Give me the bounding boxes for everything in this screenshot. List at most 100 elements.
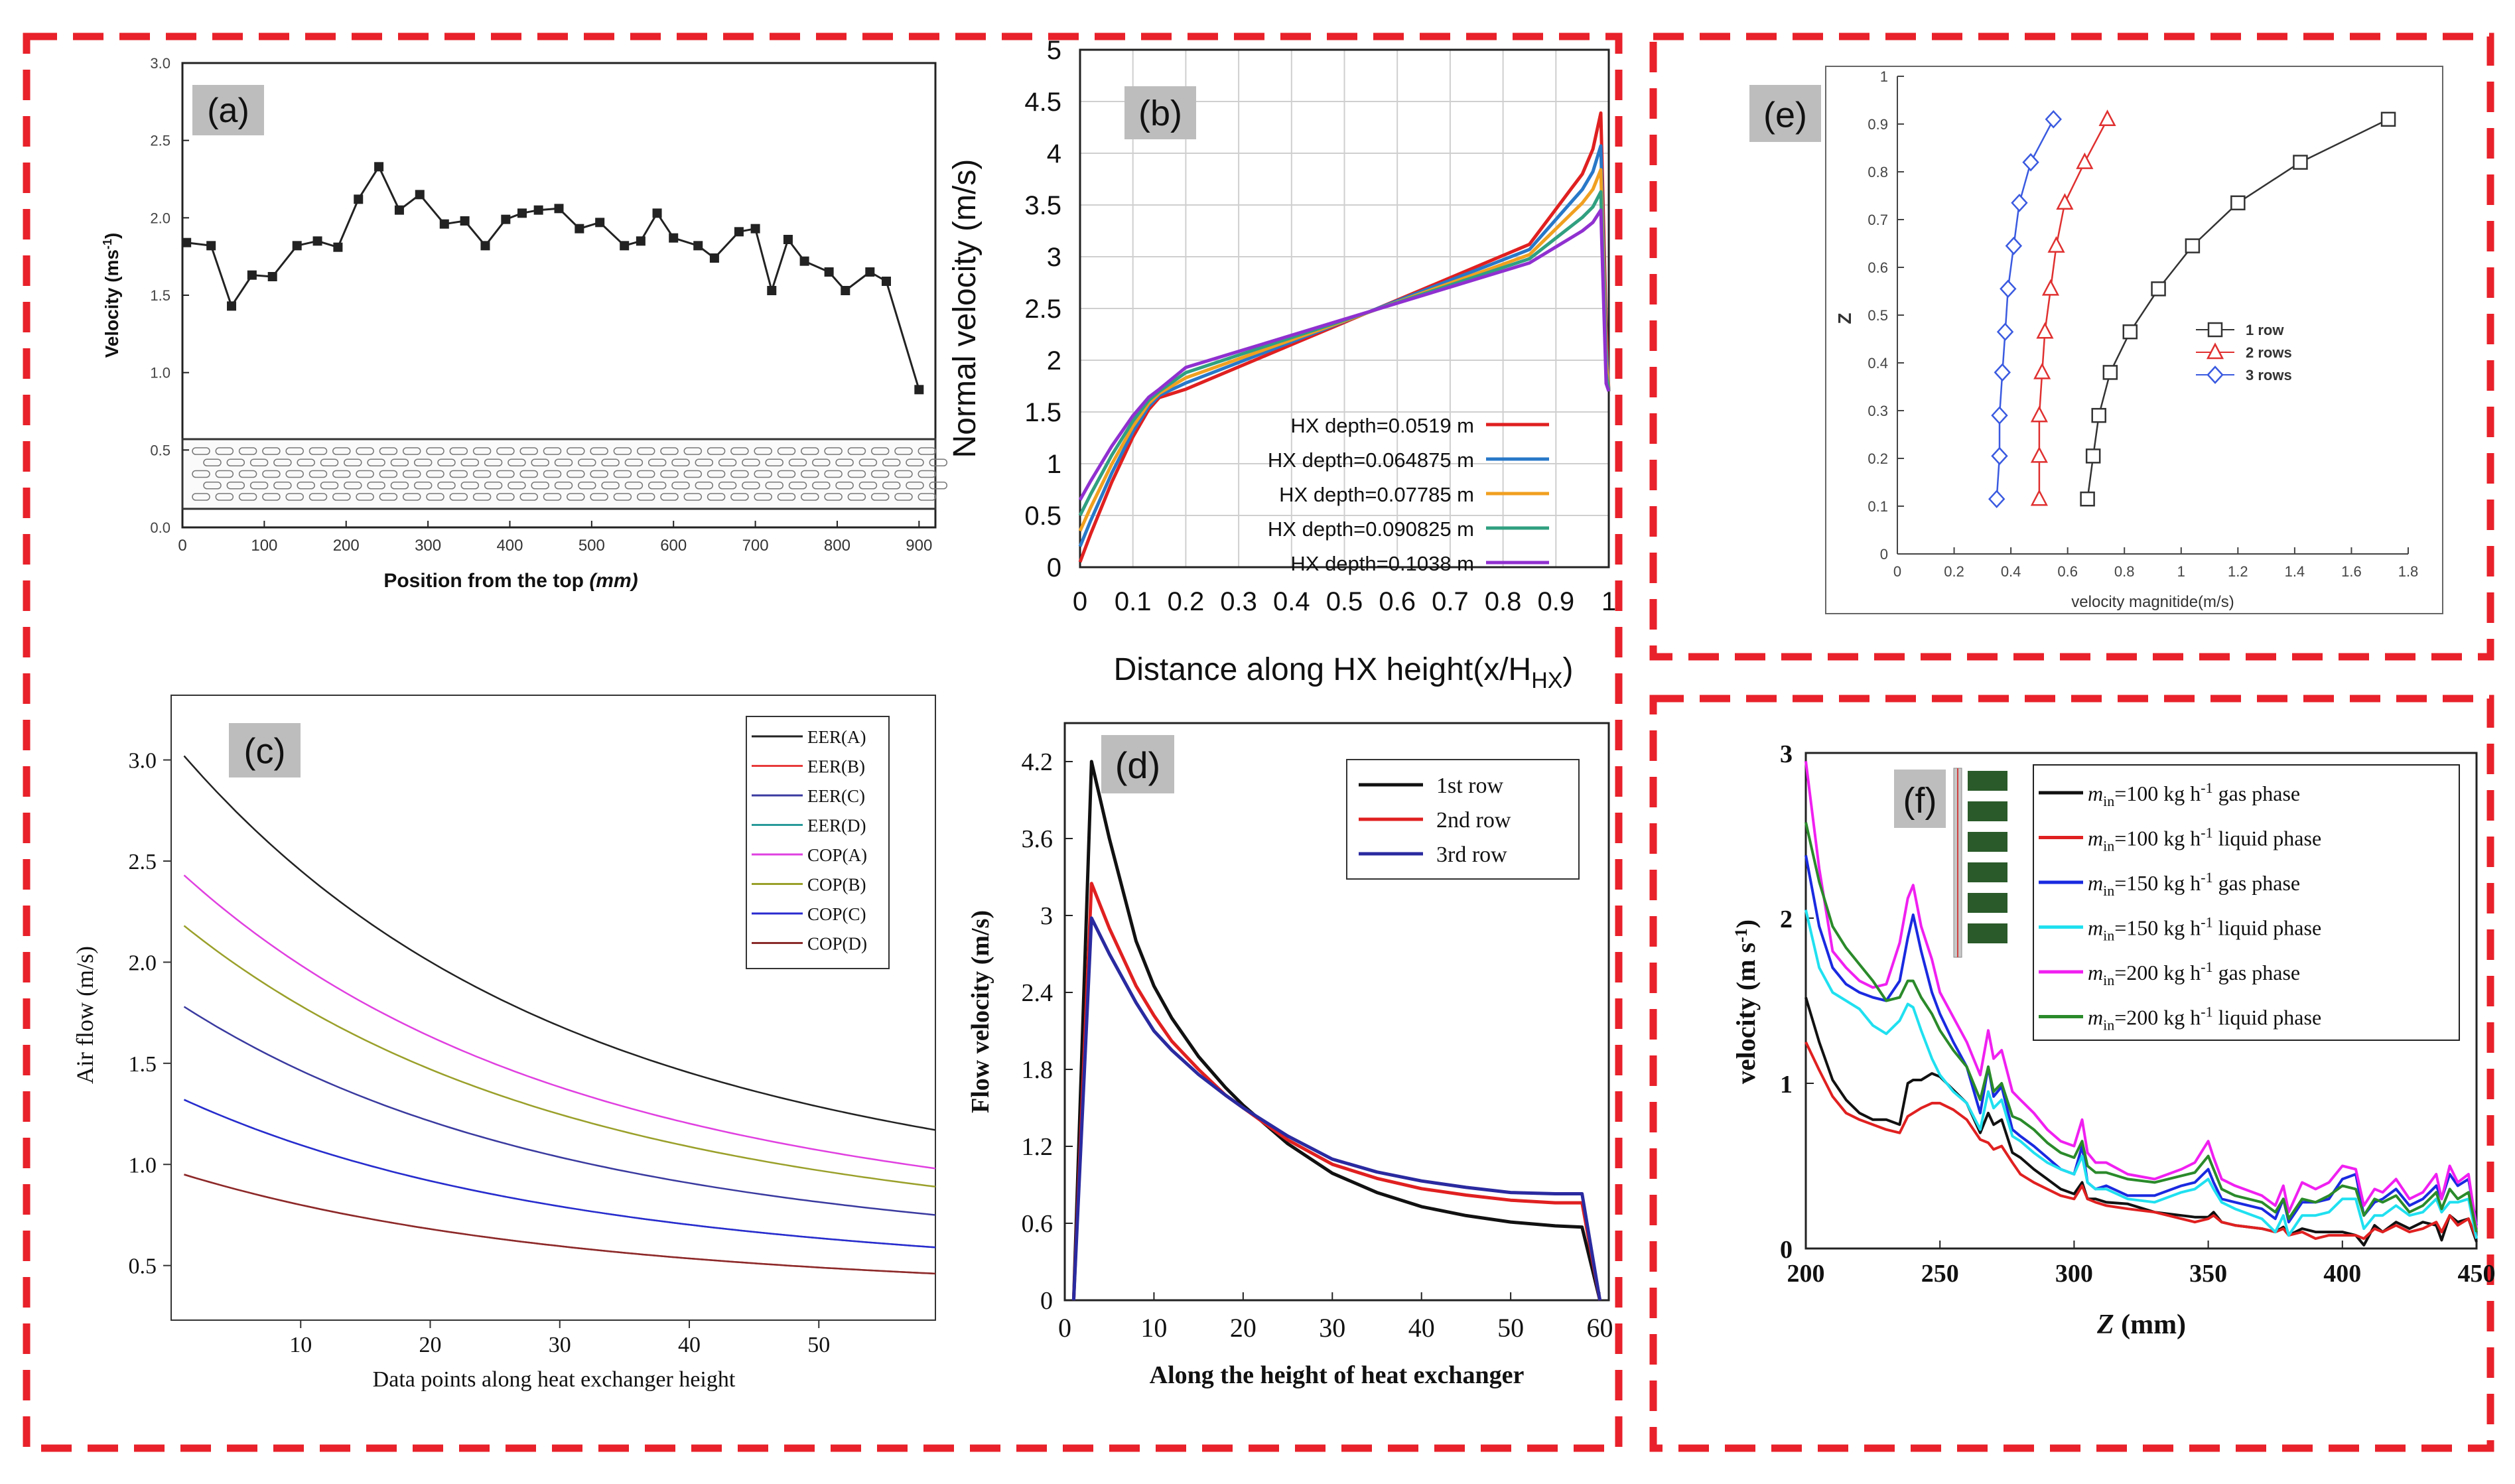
tube-icon xyxy=(707,493,726,501)
tube-icon xyxy=(601,482,620,490)
tube-icon xyxy=(262,447,281,455)
series-line xyxy=(183,925,936,1188)
x-tick-label: 20 xyxy=(1230,1313,1257,1343)
series-line xyxy=(183,755,936,1131)
data-point xyxy=(374,162,384,172)
series-line xyxy=(2086,118,2389,500)
tube-icon xyxy=(262,470,281,478)
dashed-boxes xyxy=(23,33,2494,1452)
y-tick-label: 0.5 xyxy=(150,442,170,458)
data-point xyxy=(1996,322,2014,342)
data-point xyxy=(247,270,257,280)
data-point xyxy=(182,237,192,247)
x-tick-label: 20 xyxy=(419,1333,442,1357)
tube-icon xyxy=(554,458,573,466)
data-point xyxy=(750,224,760,234)
data-point xyxy=(480,241,490,251)
tube-icon xyxy=(320,482,339,490)
data-point xyxy=(415,190,425,200)
y-tick-label: 0.3 xyxy=(1868,403,1888,419)
x-tick-label: 700 xyxy=(742,537,769,555)
tube-icon xyxy=(192,447,210,455)
data-point xyxy=(824,267,834,277)
x-tick-label: 50 xyxy=(1497,1313,1524,1343)
data-point xyxy=(1988,490,2005,509)
legend-label: min=200 kg h-1 gas phase xyxy=(2088,959,2300,988)
chart-border xyxy=(1825,66,2443,614)
tube-icon xyxy=(590,447,608,455)
x-tick-label: 40 xyxy=(678,1333,701,1357)
x-tick-label: 0 xyxy=(1893,563,1901,580)
data-point xyxy=(734,227,744,237)
x-tick-label: 0.5 xyxy=(1326,587,1363,616)
data-point xyxy=(2045,109,2062,129)
y-tick-label: 1 xyxy=(1047,450,1061,479)
dashed-box-left xyxy=(23,33,1623,1452)
data-point xyxy=(914,385,924,395)
series-line xyxy=(183,1099,936,1248)
tube-icon xyxy=(660,470,679,478)
panel-label-bg xyxy=(1124,86,1196,139)
panel-label: (a) xyxy=(207,92,249,130)
tube-icon xyxy=(496,470,515,478)
tube-icon xyxy=(379,470,398,478)
data-point xyxy=(2080,491,2095,507)
data-point xyxy=(2047,236,2065,253)
data-point xyxy=(575,224,584,234)
x-tick-label: 0.9 xyxy=(1537,587,1574,616)
panel-label-bg xyxy=(192,85,264,135)
tube-icon xyxy=(543,470,562,478)
tube-icon xyxy=(320,458,339,466)
tube-icon xyxy=(742,458,760,466)
tube-icon xyxy=(824,470,843,478)
series-line xyxy=(1804,910,2478,1239)
y-tick-label: 0 xyxy=(1780,1236,1793,1264)
tube-icon xyxy=(238,470,257,478)
tube-icon xyxy=(285,493,304,501)
tube-icon xyxy=(203,458,222,466)
y-tick-label: 1.8 xyxy=(1022,1056,1054,1084)
tube-icon xyxy=(624,458,644,466)
fin-block xyxy=(1968,923,2007,943)
x-tick-label: 40 xyxy=(1408,1313,1435,1343)
tube-icon xyxy=(344,482,362,490)
tube-icon xyxy=(590,493,608,501)
fin-block xyxy=(1968,832,2007,852)
y-tick-label: 1 xyxy=(1880,68,1888,85)
legend-marker xyxy=(2206,342,2224,360)
tube-icon xyxy=(449,447,468,455)
y-tick-label: 0 xyxy=(1880,546,1888,563)
tube-icon xyxy=(390,458,409,466)
tube-icon xyxy=(460,482,480,490)
tube-icon xyxy=(472,447,492,455)
legend-label: COP(D) xyxy=(807,934,867,954)
legend-label: HX depth=0.07785 m xyxy=(1279,483,1474,506)
tube-icon xyxy=(858,458,878,466)
y-tick-label: 0.9 xyxy=(1868,116,1888,133)
tube-icon xyxy=(671,482,690,490)
series-line xyxy=(183,874,936,1170)
tube-icon xyxy=(484,458,503,466)
data-point xyxy=(2085,448,2101,464)
data-point xyxy=(1994,363,2011,382)
legend-label: min=150 kg h-1 gas phase xyxy=(2088,869,2300,899)
tube-icon xyxy=(215,470,234,478)
tube-icon xyxy=(484,482,503,490)
data-point xyxy=(2022,153,2039,172)
data-point xyxy=(333,242,343,252)
tube-icon xyxy=(308,447,328,455)
panel-d: 0 0.6 1.2 1.8 2.4 3 3.6 4.2 0 10 20 30 40 50 60 1st row… xyxy=(967,722,1613,1389)
data-line xyxy=(186,165,920,390)
series-line xyxy=(1996,119,2055,500)
tube-icon xyxy=(367,482,385,490)
x-tick-label: 350 xyxy=(2189,1260,2227,1288)
data-point xyxy=(2102,365,2118,380)
dashed-box-e xyxy=(1649,33,2494,661)
y-tick-label: 3.0 xyxy=(129,749,157,774)
x-tick-label: 0.2 xyxy=(1168,587,1205,616)
panel-label: (b) xyxy=(1138,94,1182,133)
tube-icon xyxy=(660,493,679,501)
panel-c: 0.5 1.0 1.5 2.0 2.5 3.0 10 20 30 40 50 EER(A) EER(B)… xyxy=(72,695,936,1392)
tube-icon xyxy=(192,470,210,478)
